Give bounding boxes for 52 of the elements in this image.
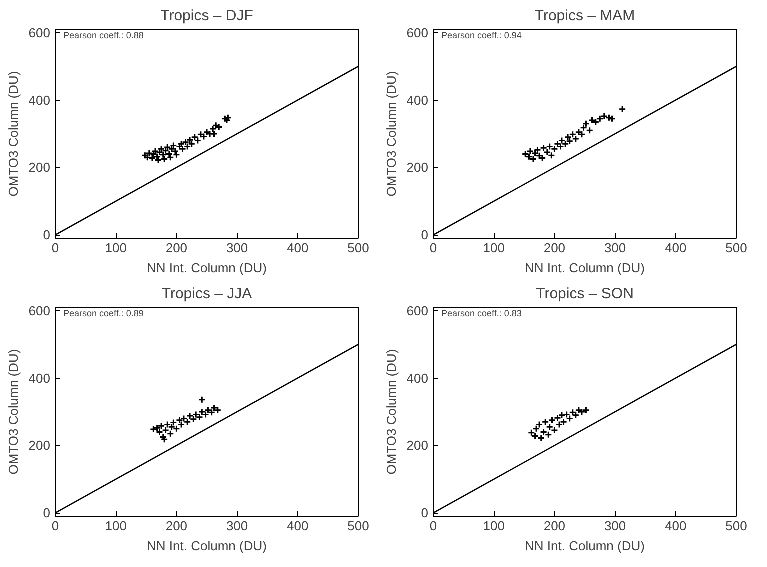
x-tick-label: 400: [665, 518, 687, 534]
y-tick-label: 200: [406, 160, 429, 176]
x-tick-label: 200: [544, 240, 566, 256]
y-tick-label: 600: [406, 25, 429, 40]
x-tick-label: 500: [726, 240, 748, 256]
chart-title: Tropics – DJF: [160, 8, 254, 24]
x-tick-label: 500: [726, 518, 748, 534]
x-tick-label: 400: [665, 240, 687, 256]
chart-title: Tropics – JJA: [162, 286, 252, 302]
x-tick-label: 400: [287, 518, 309, 534]
x-tick-label: 200: [166, 518, 188, 534]
y-tick-label: 0: [43, 506, 51, 521]
y-tick-label: 400: [406, 370, 429, 386]
x-tick-label: 200: [544, 518, 566, 534]
y-axis-title: OMTO3 Column (DU): [6, 71, 21, 197]
x-tick-label: 100: [483, 240, 505, 256]
x-axis-title: NN Int. Column (DU): [525, 538, 645, 554]
y-tick-label: 400: [406, 92, 429, 108]
x-tick-label: 200: [166, 240, 188, 256]
y-tick-label: 600: [28, 25, 51, 40]
annotation: Pearson coeff.: 0.94: [442, 30, 522, 40]
y-tick-label: 200: [28, 160, 51, 176]
y-tick-label: 400: [28, 92, 51, 108]
x-axis-title: NN Int. Column (DU): [147, 538, 267, 554]
chart-title: Tropics – SON: [536, 286, 634, 302]
y-tick-label: 0: [43, 228, 51, 243]
x-tick-label: 100: [105, 518, 127, 534]
y-axis-title: OMTO3 Column (DU): [6, 349, 21, 475]
x-axis-title: NN Int. Column (DU): [147, 260, 267, 276]
y-tick-label: 200: [28, 438, 51, 454]
x-tick-label: 500: [348, 240, 370, 256]
x-tick-label: 300: [226, 518, 248, 534]
annotation: Pearson coeff.: 0.83: [442, 308, 522, 318]
x-tick-label: 100: [483, 518, 505, 534]
y-tick-label: 0: [421, 506, 429, 521]
x-tick-label: 300: [226, 240, 248, 256]
y-tick-label: 600: [28, 303, 51, 318]
x-tick-label: 100: [105, 240, 127, 256]
x-tick-label: 400: [287, 240, 309, 256]
chart-title: Tropics – MAM: [534, 8, 636, 24]
y-tick-label: 0: [421, 228, 429, 243]
y-axis-title: OMTO3 Column (DU): [384, 349, 399, 475]
x-tick-label: 500: [348, 518, 370, 534]
y-tick-label: 400: [28, 370, 51, 386]
annotation: Pearson coeff.: 0.89: [64, 308, 144, 318]
y-axis-title: OMTO3 Column (DU): [384, 71, 399, 197]
x-axis-title: NN Int. Column (DU): [525, 260, 645, 276]
x-tick-label: 300: [604, 518, 626, 534]
x-tick-label: 300: [604, 240, 626, 256]
y-tick-label: 200: [406, 438, 429, 454]
y-tick-label: 600: [406, 303, 429, 318]
annotation: Pearson coeff.: 0.88: [64, 30, 144, 40]
